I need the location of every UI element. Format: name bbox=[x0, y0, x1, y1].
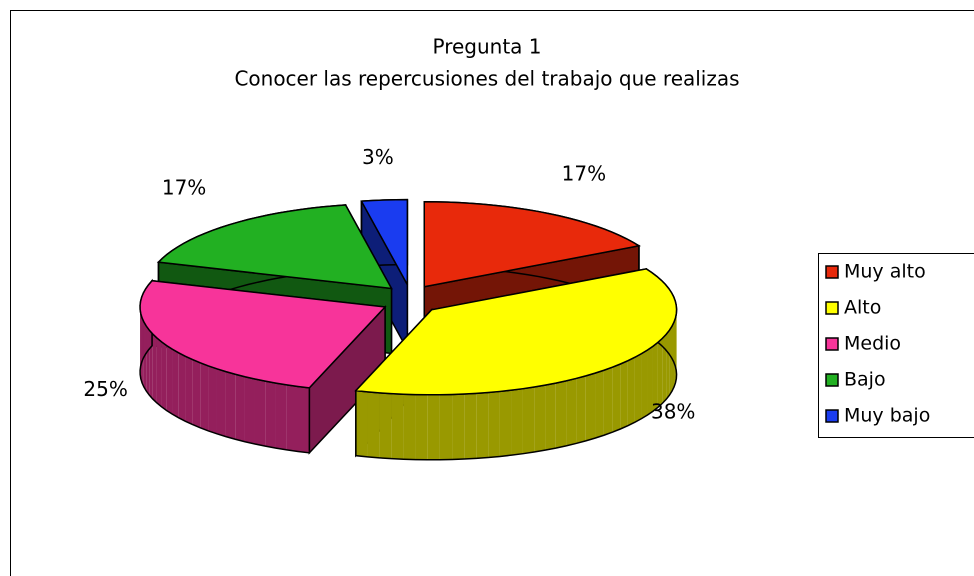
slice-side bbox=[142, 317, 144, 387]
slice-side bbox=[545, 383, 556, 451]
chart-title: Pregunta 1 bbox=[432, 35, 541, 59]
slice-side bbox=[476, 392, 489, 459]
legend-label: Medio bbox=[844, 333, 901, 355]
slice-side bbox=[161, 341, 167, 411]
slice-side bbox=[178, 352, 186, 422]
slice-side bbox=[669, 326, 672, 396]
slice-side bbox=[367, 391, 380, 458]
slice-side bbox=[244, 376, 255, 445]
slice-side bbox=[488, 391, 500, 458]
slice-side bbox=[156, 337, 162, 407]
slice-side bbox=[620, 360, 628, 429]
slice-side bbox=[391, 393, 404, 460]
slice-side bbox=[627, 357, 635, 426]
slice-side bbox=[286, 384, 299, 452]
slice-top bbox=[360, 198, 409, 286]
slice-side bbox=[166, 345, 173, 415]
legend-swatch bbox=[825, 265, 839, 279]
legend-swatch bbox=[825, 301, 839, 315]
legend-swatch bbox=[825, 409, 839, 423]
slice-side bbox=[511, 388, 523, 456]
slice-side bbox=[657, 338, 663, 408]
slice-side bbox=[172, 349, 179, 418]
slice-side bbox=[452, 394, 465, 460]
slice-side bbox=[355, 390, 368, 457]
slice-side bbox=[146, 326, 150, 396]
slice-side bbox=[140, 309, 141, 379]
slice-side bbox=[634, 353, 642, 423]
slice-side bbox=[566, 378, 577, 446]
slice-side bbox=[674, 317, 676, 388]
legend-label: Bajo bbox=[844, 369, 886, 391]
slice-side bbox=[152, 334, 157, 403]
slice-side bbox=[662, 334, 667, 404]
slice-side bbox=[140, 313, 143, 383]
legend-box bbox=[818, 253, 974, 438]
slice-side bbox=[499, 390, 512, 457]
slice-side bbox=[275, 383, 287, 450]
slice-side bbox=[555, 380, 567, 449]
legend-swatch bbox=[825, 337, 839, 351]
slice-side bbox=[415, 394, 428, 460]
slice-side bbox=[534, 385, 546, 453]
slice-side bbox=[595, 370, 604, 439]
data-label: 17% bbox=[562, 162, 606, 186]
slice-top bbox=[423, 200, 642, 288]
slice-side bbox=[585, 373, 596, 441]
data-label: 17% bbox=[162, 175, 206, 199]
slice-side bbox=[647, 346, 653, 415]
slice-side bbox=[225, 371, 236, 440]
slice-side bbox=[265, 381, 276, 449]
data-label: 3% bbox=[362, 145, 394, 169]
slice-side bbox=[254, 379, 266, 447]
slice-side bbox=[298, 386, 310, 453]
slice-side bbox=[671, 322, 675, 392]
slice-side bbox=[192, 359, 201, 428]
legend-label: Alto bbox=[844, 297, 881, 319]
slice-side bbox=[379, 392, 392, 459]
slice-side bbox=[464, 393, 477, 460]
slice-side bbox=[603, 367, 613, 436]
slice-side bbox=[652, 342, 658, 412]
slice-side bbox=[216, 368, 226, 437]
slice-side bbox=[235, 374, 245, 442]
slice-side bbox=[427, 394, 440, 460]
slice-side bbox=[403, 394, 416, 460]
slice-side bbox=[641, 349, 648, 419]
slice-top bbox=[139, 279, 387, 389]
slice-side bbox=[666, 330, 670, 400]
data-label: 38% bbox=[651, 400, 695, 424]
legend-label: Muy alto bbox=[844, 261, 926, 283]
data-label: 25% bbox=[83, 377, 127, 401]
chart-subtitle: Conocer las repercusiones del trabajo qu… bbox=[234, 67, 739, 91]
slice-top bbox=[354, 268, 678, 396]
slice-side bbox=[612, 363, 621, 433]
slice-side bbox=[439, 394, 453, 460]
slice-side bbox=[200, 362, 209, 431]
slice-side bbox=[576, 375, 586, 444]
legend-swatch bbox=[825, 373, 839, 387]
slice-side bbox=[522, 387, 535, 454]
slice-top bbox=[156, 204, 393, 290]
slice-side bbox=[185, 356, 193, 425]
legend-label: Muy bajo bbox=[844, 405, 930, 427]
slice-side bbox=[208, 365, 217, 434]
